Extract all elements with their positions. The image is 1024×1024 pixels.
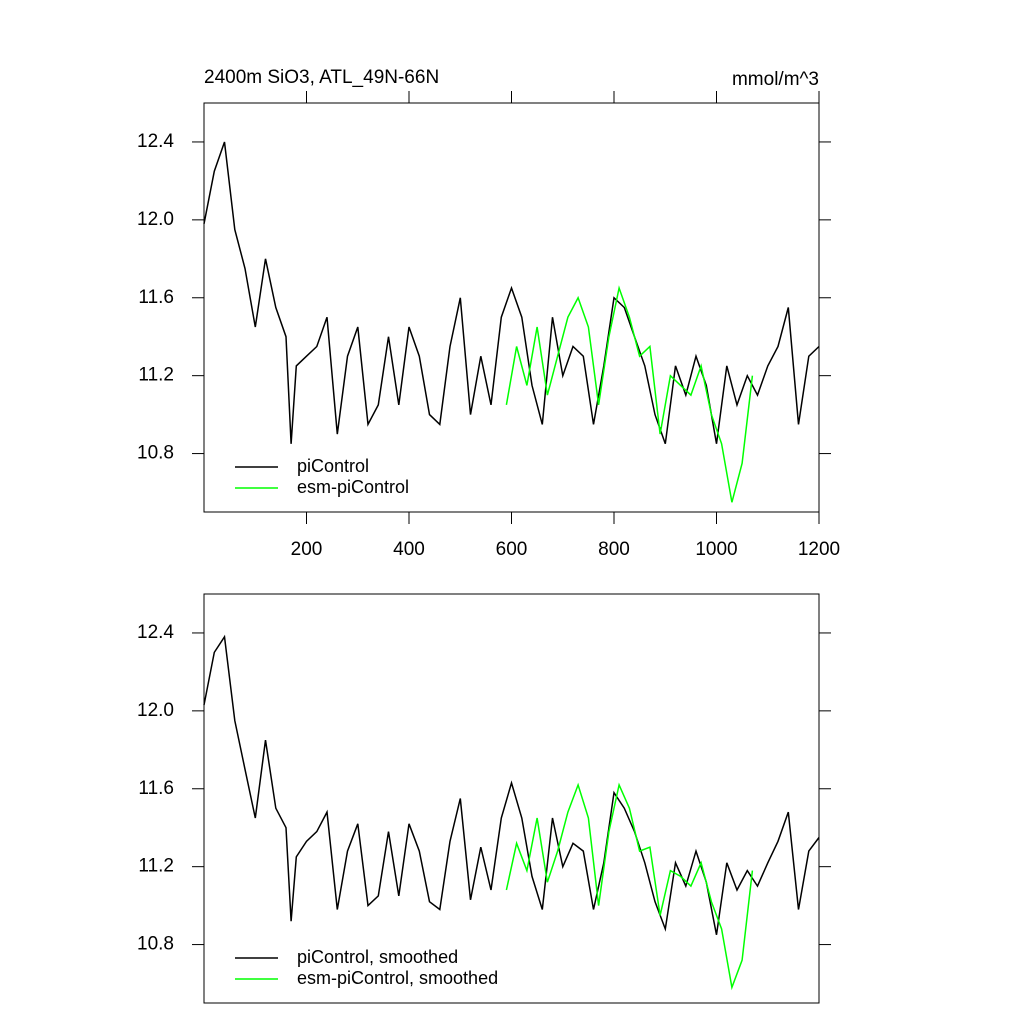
y-tick-label: 12.0 <box>137 700 174 721</box>
data-line <box>505 782 754 991</box>
y-tick-label: 11.2 <box>138 856 174 877</box>
x-tick-label: 200 <box>291 539 323 560</box>
y-tick-label: 11.2 <box>138 365 174 386</box>
y-tick-label: 10.8 <box>137 443 174 464</box>
plot-frame <box>203 102 820 513</box>
plot-frame <box>203 593 820 1004</box>
legend-label: piControl, smoothed <box>297 947 458 967</box>
units-label: mmol/m^3 <box>732 69 819 90</box>
chart-title: 2400m SiO3, ATL_49N-66N <box>204 67 439 88</box>
x-tick-label: 1200 <box>798 539 840 560</box>
y-tick-label: 12.4 <box>137 131 174 152</box>
y-tick-label: 11.6 <box>138 287 174 308</box>
legend-label: piControl <box>297 456 369 476</box>
y-tick-label: 12.0 <box>137 209 174 230</box>
y-tick-label: 12.4 <box>137 622 174 643</box>
x-tick-label: 1000 <box>695 539 737 560</box>
x-tick-label: 600 <box>496 539 528 560</box>
x-tick-label: 400 <box>393 539 425 560</box>
data-line <box>203 634 820 935</box>
legend-label: esm-piControl, smoothed <box>297 968 498 988</box>
legend-label: esm-piControl <box>297 477 409 497</box>
x-tick-label: 800 <box>598 539 630 560</box>
y-tick-label: 10.8 <box>137 934 174 955</box>
y-tick-label: 11.6 <box>138 778 174 799</box>
data-line <box>505 285 754 503</box>
data-line <box>203 141 820 445</box>
